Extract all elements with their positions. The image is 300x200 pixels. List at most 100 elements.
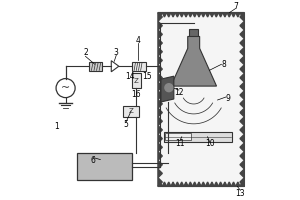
Text: 6: 6 <box>91 156 96 165</box>
Polygon shape <box>236 13 240 17</box>
Polygon shape <box>188 182 193 186</box>
Polygon shape <box>193 182 197 186</box>
Polygon shape <box>158 178 162 186</box>
Polygon shape <box>240 134 244 143</box>
Polygon shape <box>158 143 162 152</box>
Text: 3: 3 <box>114 48 119 57</box>
Text: 4: 4 <box>136 36 140 45</box>
Polygon shape <box>158 65 162 73</box>
Polygon shape <box>240 100 244 108</box>
Circle shape <box>165 84 173 92</box>
Polygon shape <box>231 182 236 186</box>
Polygon shape <box>167 182 171 186</box>
FancyBboxPatch shape <box>165 133 191 140</box>
Polygon shape <box>240 178 244 186</box>
Polygon shape <box>240 91 244 100</box>
Polygon shape <box>162 13 167 17</box>
FancyBboxPatch shape <box>158 13 244 186</box>
Polygon shape <box>158 182 162 186</box>
Text: 15: 15 <box>142 72 152 81</box>
Polygon shape <box>179 182 184 186</box>
Polygon shape <box>158 73 162 82</box>
Text: 1: 1 <box>54 122 59 131</box>
Text: 16: 16 <box>131 90 141 99</box>
Polygon shape <box>193 13 197 17</box>
Polygon shape <box>240 117 244 126</box>
Polygon shape <box>240 73 244 82</box>
Polygon shape <box>179 13 184 17</box>
Polygon shape <box>206 13 210 17</box>
FancyBboxPatch shape <box>189 29 198 36</box>
Polygon shape <box>158 134 162 143</box>
Polygon shape <box>158 91 162 100</box>
Polygon shape <box>227 182 231 186</box>
FancyBboxPatch shape <box>132 62 145 71</box>
Polygon shape <box>171 13 175 17</box>
Polygon shape <box>197 13 201 17</box>
Text: Z: Z <box>129 108 134 114</box>
Polygon shape <box>158 39 162 47</box>
Polygon shape <box>240 13 244 17</box>
Polygon shape <box>240 143 244 152</box>
Polygon shape <box>240 47 244 56</box>
Polygon shape <box>158 126 162 134</box>
Text: 13: 13 <box>236 189 245 198</box>
Polygon shape <box>188 13 193 17</box>
Text: 2: 2 <box>83 48 88 57</box>
Polygon shape <box>161 76 174 102</box>
Polygon shape <box>158 13 162 21</box>
Polygon shape <box>184 182 188 186</box>
Polygon shape <box>223 182 227 186</box>
Polygon shape <box>158 160 162 169</box>
Polygon shape <box>210 13 214 17</box>
Text: 5: 5 <box>124 120 129 129</box>
Polygon shape <box>175 13 179 17</box>
Polygon shape <box>158 30 162 39</box>
Text: 9: 9 <box>225 94 230 103</box>
Polygon shape <box>158 56 162 65</box>
Polygon shape <box>158 82 162 91</box>
FancyBboxPatch shape <box>76 153 132 180</box>
Polygon shape <box>171 36 217 86</box>
Polygon shape <box>240 169 244 178</box>
FancyBboxPatch shape <box>89 62 102 71</box>
Polygon shape <box>158 100 162 108</box>
Polygon shape <box>240 152 244 160</box>
Text: 10: 10 <box>205 139 214 148</box>
Polygon shape <box>240 21 244 30</box>
Polygon shape <box>236 182 240 186</box>
Polygon shape <box>158 13 162 17</box>
Polygon shape <box>201 182 206 186</box>
Text: 8: 8 <box>221 60 226 69</box>
Polygon shape <box>201 13 206 17</box>
Text: 7: 7 <box>233 2 238 11</box>
Polygon shape <box>240 56 244 65</box>
Polygon shape <box>158 108 162 117</box>
Polygon shape <box>175 182 179 186</box>
Polygon shape <box>240 108 244 117</box>
Polygon shape <box>240 82 244 91</box>
FancyBboxPatch shape <box>123 106 139 117</box>
Polygon shape <box>111 61 119 72</box>
Polygon shape <box>214 13 218 17</box>
Polygon shape <box>206 182 210 186</box>
FancyBboxPatch shape <box>164 132 232 142</box>
Polygon shape <box>240 126 244 134</box>
Polygon shape <box>240 39 244 47</box>
Polygon shape <box>158 169 162 178</box>
Text: 14: 14 <box>125 72 135 81</box>
Polygon shape <box>218 182 223 186</box>
Polygon shape <box>184 13 188 17</box>
Polygon shape <box>227 13 231 17</box>
Polygon shape <box>223 13 227 17</box>
Polygon shape <box>240 160 244 169</box>
Polygon shape <box>240 182 244 186</box>
Text: 11: 11 <box>175 139 184 148</box>
Polygon shape <box>210 182 214 186</box>
Polygon shape <box>214 182 218 186</box>
FancyBboxPatch shape <box>132 73 141 88</box>
Polygon shape <box>240 30 244 39</box>
Polygon shape <box>162 182 167 186</box>
Polygon shape <box>158 117 162 126</box>
Polygon shape <box>158 152 162 160</box>
